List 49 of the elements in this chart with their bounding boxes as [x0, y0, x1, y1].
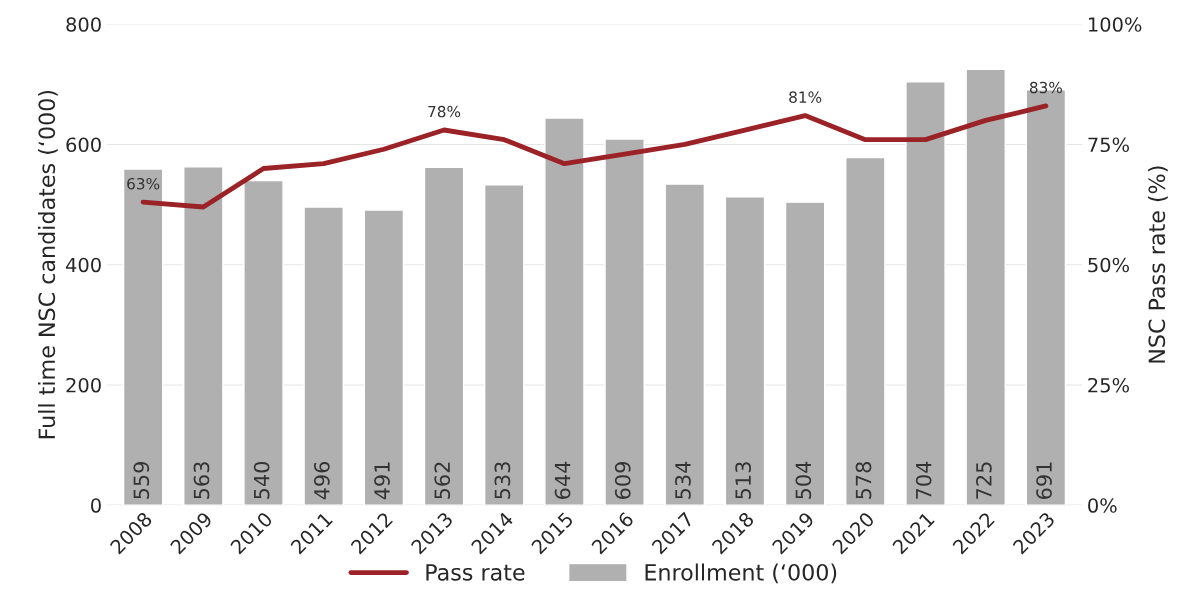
data-label: 725 — [975, 462, 992, 499]
data-label: 81% — [789, 91, 822, 103]
y-tick-label: 800 — [66, 17, 101, 32]
data-label: 563 — [193, 462, 210, 499]
y2-tick-label: 0% — [1088, 498, 1117, 513]
legend-label: Pass rate — [426, 564, 525, 581]
bar — [664, 183, 706, 506]
y2-tick-label: 75% — [1088, 137, 1129, 153]
data-label: 504 — [795, 461, 812, 499]
data-label: 496 — [313, 461, 330, 500]
data-label: 534 — [675, 461, 691, 499]
bar — [423, 166, 465, 506]
bar — [122, 168, 164, 506]
data-label: 83% — [1029, 81, 1063, 94]
bar — [363, 209, 405, 506]
bar — [544, 117, 585, 506]
bar — [905, 81, 946, 506]
data-label: 491 — [374, 462, 390, 500]
y-tick-label: 400 — [65, 257, 101, 273]
data-label: 513 — [735, 462, 751, 499]
y-tick-label: 200 — [66, 377, 101, 393]
bar — [183, 165, 224, 506]
y-tick-label: 600 — [66, 137, 101, 153]
bar — [243, 179, 284, 506]
bar — [483, 184, 525, 506]
y2-tick-label: 100% — [1088, 17, 1142, 32]
data-label: 63% — [127, 177, 160, 190]
data-label: 540 — [253, 461, 270, 499]
data-label: 644 — [554, 461, 571, 499]
bar — [604, 138, 645, 506]
bar — [845, 156, 886, 506]
y2-tick-label: 50% — [1088, 257, 1129, 273]
y2-tick-label: 25% — [1088, 377, 1129, 393]
y2-axis-title: NSC Pass rate (%) — [1148, 166, 1168, 363]
y-axis-title: Full time NSC candidates (‘000) — [37, 90, 58, 439]
bar — [303, 206, 344, 506]
data-label: 578 — [855, 462, 872, 499]
y-tick-label: 0 — [91, 498, 101, 513]
bar — [965, 68, 1006, 506]
data-label: 704 — [915, 461, 932, 499]
data-label: 562 — [434, 462, 451, 499]
legend-label: Enrollment (‘000) — [645, 563, 837, 584]
bar — [784, 201, 826, 506]
data-label: 78% — [428, 105, 461, 118]
data-label: 533 — [494, 462, 511, 499]
data-label: 691 — [1036, 462, 1052, 499]
bar — [724, 196, 766, 506]
data-label: 559 — [133, 462, 150, 499]
data-label: 609 — [614, 462, 631, 499]
